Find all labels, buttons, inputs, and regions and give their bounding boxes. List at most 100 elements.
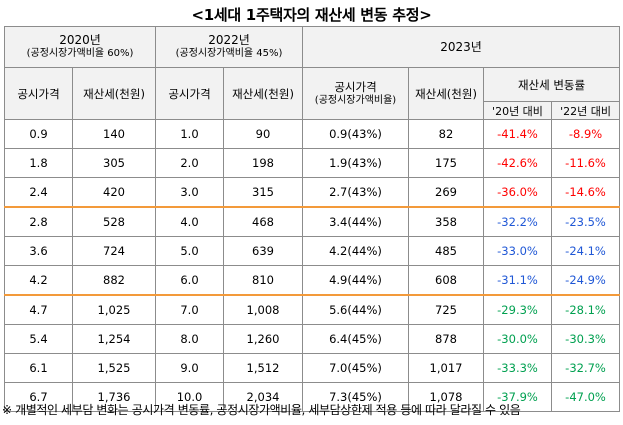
footnote: ※ 개별적인 세부담 변화는 공시가격 변동률, 공정시장가액비율, 세부담상한… <box>2 403 521 417</box>
cell-r22: -47.0% <box>550 382 621 412</box>
header-vs-2020: '20년 대비 <box>483 101 552 120</box>
table-row: 2.8 528 4.0 468 3.4(44%) 358 -32.2% -23.5% <box>4 206 621 237</box>
cell-t20: 140 <box>72 119 156 149</box>
cell-p23: 2.7(43%) <box>302 177 409 208</box>
cell-p23: 4.2(44%) <box>302 236 409 266</box>
cell-p20: 2.8 <box>4 206 73 237</box>
cell-p22: 8.0 <box>155 324 224 354</box>
cell-t23: 725 <box>408 294 484 325</box>
table-row: 6.7 1,736 10.0 2,034 7.3(45%) 1,078 -37.9% -47.… <box>4 382 621 412</box>
cell-p23: 5.6(44%) <box>302 294 409 325</box>
cell-t23: 175 <box>408 148 484 178</box>
cell-r22: -14.6% <box>550 177 621 208</box>
cell-p22: 9.0 <box>155 353 224 383</box>
cell-t20: 528 <box>72 206 156 237</box>
cell-p23: 1.9(43%) <box>302 148 409 178</box>
cell-t20: 1,736 <box>72 382 156 412</box>
cell-t22: 468 <box>223 206 303 237</box>
header-tax-2022: 재산세(천원) <box>223 67 303 120</box>
cell-p22: 7.0 <box>155 294 224 325</box>
table-row: 0.9 140 1.0 90 0.9(43%) 82 -41.4% -8.9% <box>4 119 621 149</box>
cell-t22: 1,512 <box>223 353 303 383</box>
cell-p20: 4.2 <box>4 265 73 296</box>
cell-p20: 6.1 <box>4 353 73 383</box>
cell-t20: 1,525 <box>72 353 156 383</box>
cell-r22: -11.6% <box>550 148 621 178</box>
cell-t22: 90 <box>223 119 303 149</box>
cell-t23: 269 <box>408 177 484 208</box>
cell-r20: -37.9% <box>483 382 552 412</box>
header-price-2023: 공시가격 (공정시장가액비율) <box>302 67 409 120</box>
cell-t20: 882 <box>72 265 156 296</box>
cell-p22: 4.0 <box>155 206 224 237</box>
cell-p23: 6.4(45%) <box>302 324 409 354</box>
table-row: 1.8 305 2.0 198 1.9(43%) 175 -42.6% -11.6% <box>4 148 621 178</box>
cell-r20: -29.3% <box>483 294 552 325</box>
cell-t22: 315 <box>223 177 303 208</box>
cell-r22: -28.1% <box>550 294 621 325</box>
cell-t22: 1,008 <box>223 294 303 325</box>
table-row: 3.6 724 5.0 639 4.2(44%) 485 -33.0% -24.1% <box>4 236 621 266</box>
header-2022: 2022년 (공정시장가액비율 45%) <box>155 26 303 68</box>
cell-t20: 305 <box>72 148 156 178</box>
cell-t23: 1,017 <box>408 353 484 383</box>
cell-t23: 82 <box>408 119 484 149</box>
cell-r22: -8.9% <box>550 119 621 149</box>
cell-t20: 724 <box>72 236 156 266</box>
cell-p20: 5.4 <box>4 324 73 354</box>
header-price-2022: 공시가격 <box>155 67 224 120</box>
cell-p20: 6.7 <box>4 382 73 412</box>
cell-t23: 358 <box>408 206 484 237</box>
cell-p20: 1.8 <box>4 148 73 178</box>
cell-t20: 1,254 <box>72 324 156 354</box>
cell-r22: -24.1% <box>550 236 621 266</box>
cell-r20: -30.0% <box>483 324 552 354</box>
table-row: 6.1 1,525 9.0 1,512 7.0(45%) 1,017 -33.3% -32.7… <box>4 353 621 383</box>
cell-p22: 3.0 <box>155 177 224 208</box>
cell-t22: 1,260 <box>223 324 303 354</box>
cell-p20: 3.6 <box>4 236 73 266</box>
cell-t23: 878 <box>408 324 484 354</box>
cell-t22: 2,034 <box>223 382 303 412</box>
cell-p23: 7.0(45%) <box>302 353 409 383</box>
cell-t22: 639 <box>223 236 303 266</box>
header-price-2020: 공시가격 <box>4 67 73 120</box>
cell-p23: 3.4(44%) <box>302 206 409 237</box>
cell-p22: 6.0 <box>155 265 224 296</box>
table-row: 4.2 882 6.0 810 4.9(44%) 608 -31.1% -24.9% <box>4 265 621 296</box>
header-2023: 2023년 <box>301 26 621 68</box>
cell-p20: 0.9 <box>4 119 73 149</box>
header-change-rate: 재산세 변동률 <box>482 67 621 102</box>
cell-r20: -36.0% <box>483 177 552 208</box>
header-tax-2020: 재산세(천원) <box>72 67 156 120</box>
cell-p22: 2.0 <box>155 148 224 178</box>
cell-t20: 420 <box>72 177 156 208</box>
cell-r22: -23.5% <box>550 206 621 237</box>
cell-p22: 1.0 <box>155 119 224 149</box>
header-tax-2023: 재산세(천원) <box>408 67 484 120</box>
cell-r20: -32.2% <box>483 206 552 237</box>
cell-r22: -24.9% <box>550 265 621 296</box>
cell-r20: -41.4% <box>483 119 552 149</box>
cell-r22: -30.3% <box>550 324 621 354</box>
header-2020: 2020년 (공정시장가액비율 60%) <box>4 26 156 68</box>
cell-t22: 810 <box>223 265 303 296</box>
cell-p20: 2.4 <box>4 177 73 208</box>
cell-r20: -31.1% <box>483 265 552 296</box>
cell-r20: -33.0% <box>483 236 552 266</box>
cell-r20: -42.6% <box>483 148 552 178</box>
table-row: 5.4 1,254 8.0 1,260 6.4(45%) 878 -30.0% -30.3% <box>4 324 621 354</box>
page-title: <1세대 1주택자의 재산세 변동 추정> <box>191 6 432 24</box>
cell-p22: 5.0 <box>155 236 224 266</box>
cell-t23: 608 <box>408 265 484 296</box>
cell-t22: 198 <box>223 148 303 178</box>
cell-r22: -32.7% <box>550 353 621 383</box>
property-tax-table: 2020년 (공정시장가액비율 60%) 2022년 (공정시장가액비율 45%… <box>4 26 621 412</box>
cell-r20: -33.3% <box>483 353 552 383</box>
table-row: 4.7 1,025 7.0 1,008 5.6(44%) 725 -29.3% -28.1% <box>4 294 621 325</box>
cell-t20: 1,025 <box>72 294 156 325</box>
cell-p23: 4.9(44%) <box>302 265 409 296</box>
cell-p20: 4.7 <box>4 294 73 325</box>
table-row: 2.4 420 3.0 315 2.7(43%) 269 -36.0% -14.6% <box>4 177 621 208</box>
cell-t23: 485 <box>408 236 484 266</box>
